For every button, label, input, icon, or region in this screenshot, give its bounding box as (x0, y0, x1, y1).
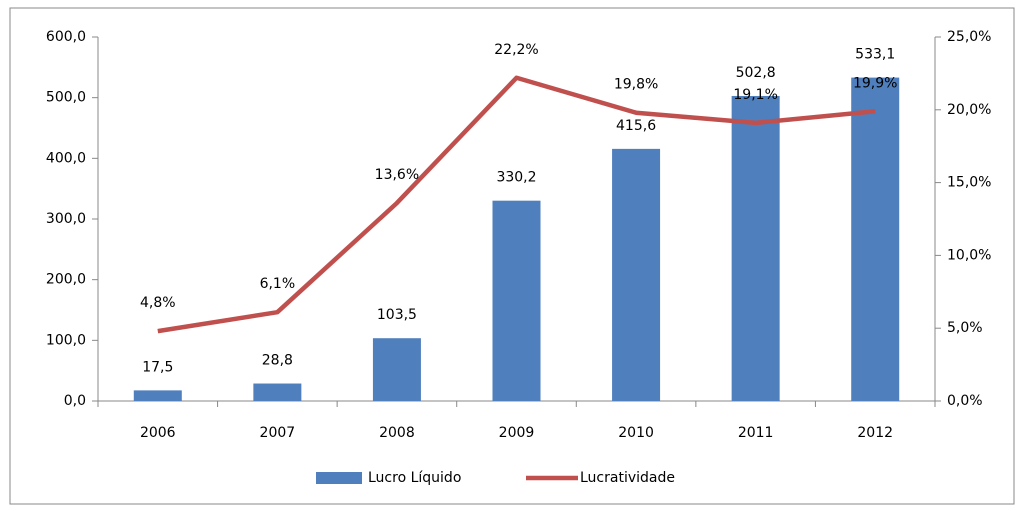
line-label: 22,2% (494, 42, 538, 58)
y2-tick-label: 10,0% (947, 247, 991, 263)
bar-label: 533,1 (855, 47, 895, 63)
y-tick-label: 300,0 (46, 211, 86, 227)
bar (253, 383, 302, 401)
x-tick-label: 2008 (379, 425, 415, 441)
line-label: 6,1% (260, 276, 296, 292)
legend-label: Lucratividade (580, 470, 675, 486)
bar (612, 148, 661, 401)
y2-tick-label: 15,0% (947, 175, 991, 191)
bar (851, 77, 900, 401)
bar (731, 95, 780, 401)
chart-border (9, 7, 1015, 505)
y-tick-label: 500,0 (46, 90, 86, 106)
x-tick-label: 2011 (738, 425, 774, 441)
bar-label: 502,8 (736, 65, 776, 81)
bar-label: 17,5 (142, 359, 173, 375)
bar (133, 390, 182, 401)
y-tick-label: 200,0 (46, 272, 86, 288)
y2-tick-label: 5,0% (947, 320, 983, 336)
line-label: 4,8% (140, 295, 176, 311)
bar-label: 103,5 (377, 307, 417, 323)
y-tick-label: 600,0 (46, 29, 86, 45)
y-tick-label: 0,0 (64, 393, 86, 409)
line-label: 19,9% (853, 75, 897, 91)
y-tick-label: 100,0 (46, 332, 86, 348)
legend-label: Lucro Líquido (368, 470, 461, 486)
x-tick-label: 2009 (499, 425, 535, 441)
x-tick-label: 2010 (618, 425, 654, 441)
x-tick-label: 2007 (260, 425, 296, 441)
y2-tick-label: 20,0% (947, 102, 991, 118)
y2-tick-label: 0,0% (947, 393, 983, 409)
legend-swatch (316, 472, 362, 484)
line-label: 19,1% (733, 87, 777, 103)
x-tick-label: 2006 (140, 425, 176, 441)
bar-label: 415,6 (616, 118, 656, 134)
x-tick-label: 2012 (857, 425, 893, 441)
bar (492, 200, 541, 401)
line (157, 75, 876, 334)
line-label: 13,6% (375, 167, 419, 183)
bar-label: 330,2 (496, 170, 536, 186)
y2-tick-label: 25,0% (947, 29, 991, 45)
bar-label: 28,8 (262, 353, 293, 369)
line-label: 19,8% (614, 77, 658, 93)
y-tick-label: 400,0 (46, 150, 86, 166)
bar (372, 338, 421, 401)
